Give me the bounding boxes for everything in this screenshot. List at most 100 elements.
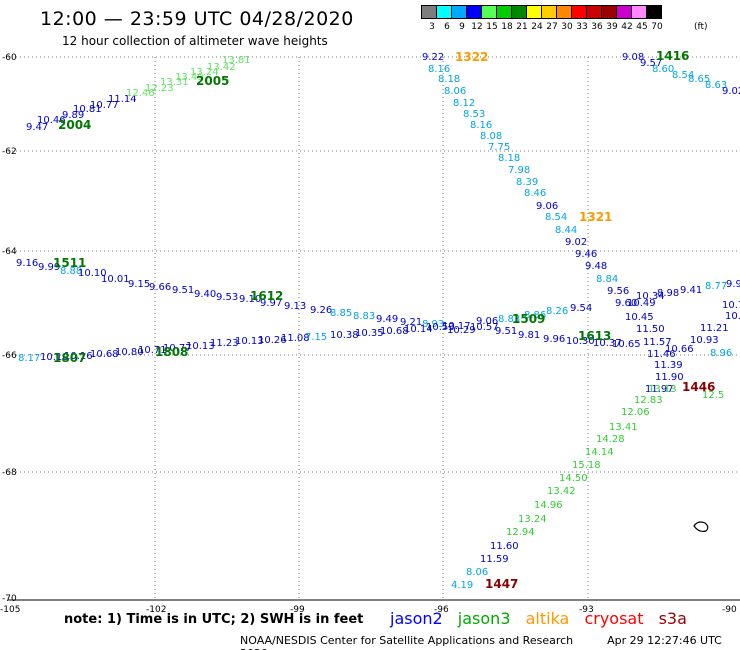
swh-value: 8.93 — [422, 319, 444, 330]
lat-label: -70 — [2, 594, 17, 604]
swh-value: 8.17 — [18, 353, 40, 364]
swh-value: 8.16 — [428, 64, 450, 75]
legend-swatch — [526, 5, 542, 19]
swh-value: 10.16 — [64, 351, 93, 362]
swh-value: 9.96 — [543, 334, 565, 345]
lon-label: -93 — [579, 605, 594, 615]
legend-label: 42 — [621, 22, 633, 32]
legend-swatch — [586, 5, 602, 19]
lat-label: -68 — [2, 468, 17, 478]
swh-value: 9.49 — [376, 314, 398, 325]
swh-value: 9.02 — [565, 237, 587, 248]
legend-swatch — [421, 5, 437, 19]
swh-value: 11.60 — [490, 541, 519, 552]
swh-value: 14.50 — [559, 473, 588, 484]
swh-value: 13.24 — [190, 67, 219, 78]
swh-value: 9.56 — [607, 286, 629, 297]
swh-value: 10.37 — [593, 338, 622, 349]
swh-value: 11.97 — [645, 384, 674, 395]
swh-value: 9.48 — [585, 261, 607, 272]
legend-swatch — [511, 5, 527, 19]
swh-value: 9.57 — [640, 58, 662, 69]
lon-tick-labels: -105 -102 -99 -96 -93 -90 — [0, 605, 737, 615]
swh-value: 9.06 — [476, 316, 498, 327]
swh-value: 10.66 — [665, 344, 694, 355]
swh-value: 8.77 — [705, 281, 727, 292]
swh-value: 9.51 — [495, 326, 517, 337]
swh-value: 10.57 — [470, 322, 499, 333]
legend-swatch — [541, 5, 557, 19]
swh-value: 8.12 — [453, 98, 475, 109]
swh-value: 8.39 — [516, 177, 538, 188]
swh-value: 7.75 — [488, 142, 510, 153]
swh-value: 9.47 — [26, 122, 48, 133]
swh-value: 7.98 — [508, 165, 530, 176]
swh-value: 9.51 — [172, 285, 194, 296]
swh-value: 10.34 — [636, 291, 665, 302]
map-subtitle: 12 hour collection of altimeter wave hei… — [62, 34, 328, 48]
swh-value: 9.21 — [400, 317, 422, 328]
swh-value: 10.13 — [235, 336, 264, 347]
swh-value: 11.50 — [636, 324, 665, 335]
legend-label: 45 — [636, 22, 648, 32]
pass-time-tag: 1447 — [485, 577, 518, 591]
swh-value: 12.94 — [506, 527, 535, 538]
swh-value: 10.13 — [186, 341, 215, 352]
legend-label: 12 — [471, 22, 483, 32]
swh-value: 15.18 — [572, 460, 601, 471]
swh-value: 10.68 — [90, 349, 119, 360]
swh-value: 10.71 — [138, 345, 167, 356]
pass-time-tag: 1416 — [656, 49, 689, 63]
sat-s3a: s3a — [658, 609, 687, 628]
pass-time-tag: 1322 — [455, 50, 488, 64]
swh-value: 13.24 — [518, 514, 547, 525]
lat-label: -60 — [2, 53, 17, 63]
swh-value: 8.18 — [438, 74, 460, 85]
swh-value: 9.16 — [16, 258, 38, 269]
swh-value: 10.81 — [73, 104, 102, 115]
sat-altika: altika — [525, 609, 570, 628]
lat-label: -64 — [2, 247, 17, 257]
swh-value: 9.46 — [575, 249, 597, 260]
island-outline — [693, 521, 709, 533]
swh-value: 10.49 — [627, 298, 656, 309]
swh-value: 8.63 — [705, 80, 727, 91]
swh-value: 11.59 — [480, 554, 509, 565]
legend-label: 33 — [576, 22, 588, 32]
swh-value: 13.41 — [609, 422, 638, 433]
swh-value: 14.14 — [585, 447, 614, 458]
swh-value: 9.66 — [149, 282, 171, 293]
swh-value: 9.26 — [310, 305, 332, 316]
legend-label: 18 — [501, 22, 513, 32]
swh-value: 8.96 — [710, 348, 732, 359]
pass-time-tag: 1808 — [155, 345, 188, 359]
swh-value: 11.23 — [210, 338, 239, 349]
swh-value: 9.15 — [128, 279, 150, 290]
legend-swatch — [571, 5, 587, 19]
swh-value: 8.18 — [498, 153, 520, 164]
swh-value: 8.86 — [524, 310, 546, 321]
swh-value: 12.23 — [145, 83, 174, 94]
swh-value: 9.54 — [570, 303, 592, 314]
pass-time-tag: 1613 — [578, 329, 611, 343]
lon-label: -90 — [722, 605, 737, 615]
swh-value: 13.13 — [648, 384, 677, 395]
legend-swatch — [631, 5, 647, 19]
swh-value: 9.53 — [216, 292, 238, 303]
legend-label: 27 — [546, 22, 558, 32]
time-tags-layer: 2004 2005 1322 1416 1321 1511 1612 1509 1613 1808… — [53, 49, 715, 591]
swh-value: 9.60 — [615, 298, 637, 309]
footnote: note: 1) Time is in UTC; 2) SWH is in fe… — [64, 612, 364, 627]
legend-unit: (ft) — [694, 22, 708, 32]
pass-time-tag: 1807 — [53, 351, 86, 365]
swh-value: 9.41 — [680, 285, 702, 296]
swh-value: 8.26 — [546, 306, 568, 317]
swh-value: 13.49 — [175, 72, 204, 83]
swh-value: 8.53 — [463, 109, 485, 120]
swh-value: 9.13 — [284, 301, 306, 312]
legend-label: 39 — [606, 22, 618, 32]
swh-value: 13.31 — [160, 77, 189, 88]
swh-value: 10.10 — [78, 268, 107, 279]
legend-swatch — [601, 5, 617, 19]
